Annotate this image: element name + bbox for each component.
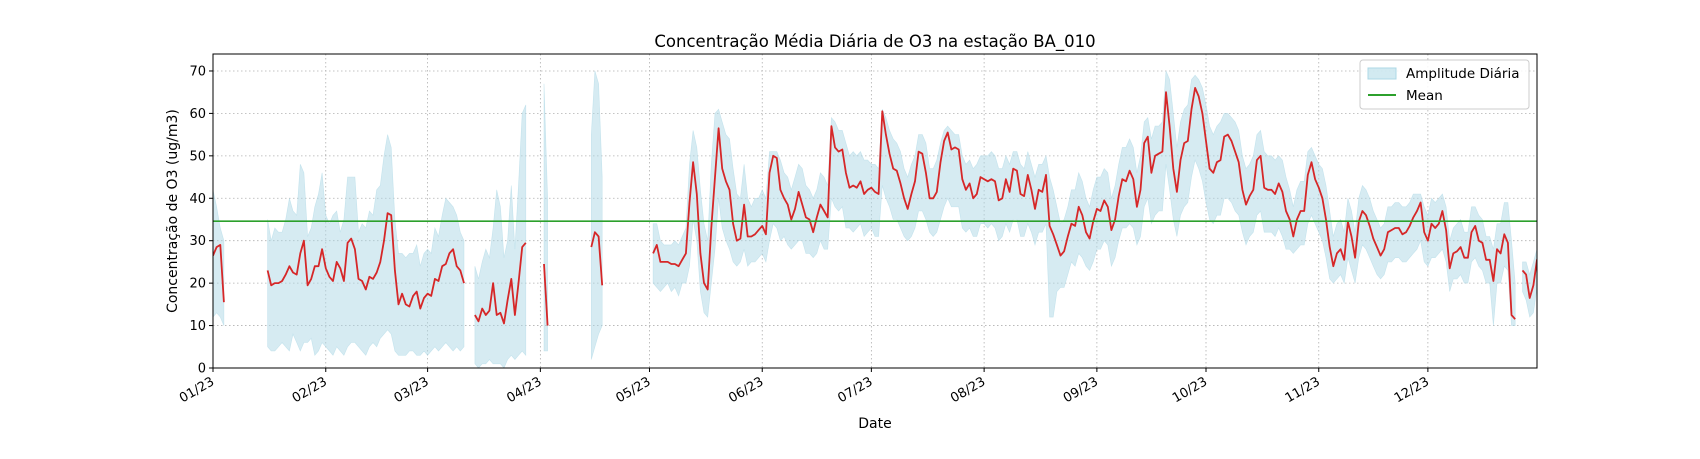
x-axis-title: Date — [858, 416, 891, 432]
y-tick-label: 10 — [189, 319, 206, 334]
y-tick-label: 0 — [198, 362, 206, 377]
legend: Amplitude Diária Mean — [1359, 59, 1530, 110]
chart-title: Concentração Média Diária de O3 na estaç… — [654, 32, 1095, 52]
daily-mean-series-line — [590, 231, 604, 286]
y-tick-label: 60 — [189, 107, 206, 122]
daily-range-band — [652, 70, 1516, 326]
daily-mean-series-line — [1521, 258, 1537, 299]
y-tick-label: 20 — [189, 277, 206, 292]
y-tick-label: 30 — [189, 234, 206, 249]
daily-range-band — [590, 70, 603, 360]
daily-mean-series-line — [543, 263, 549, 326]
y-tick-label: 40 — [189, 192, 206, 207]
y-tick-label: 50 — [189, 149, 206, 164]
plot-frame — [212, 53, 1538, 369]
daily-mean-series-line — [652, 87, 1516, 320]
daily-range-band — [267, 134, 465, 356]
legend-label-mean: Mean — [1406, 88, 1443, 104]
daily-mean-lines — [213, 87, 1537, 326]
daily-range-band — [213, 189, 225, 326]
legend-swatch-band — [1367, 67, 1397, 80]
legend-box — [1359, 59, 1530, 110]
daily-mean-series-line — [266, 212, 465, 310]
y-axis-title: Concentração de O3 (ug/m3) — [165, 109, 181, 313]
daily-mean-series-line — [213, 243, 225, 303]
y-axis-ticks: 0 10 20 30 40 50 60 70 — [189, 64, 213, 377]
y-tick-label: 70 — [189, 64, 206, 79]
daily-range-band — [1522, 248, 1537, 318]
legend-label-band: Amplitude Diária — [1406, 66, 1519, 82]
daily-mean-series-line — [474, 242, 527, 325]
